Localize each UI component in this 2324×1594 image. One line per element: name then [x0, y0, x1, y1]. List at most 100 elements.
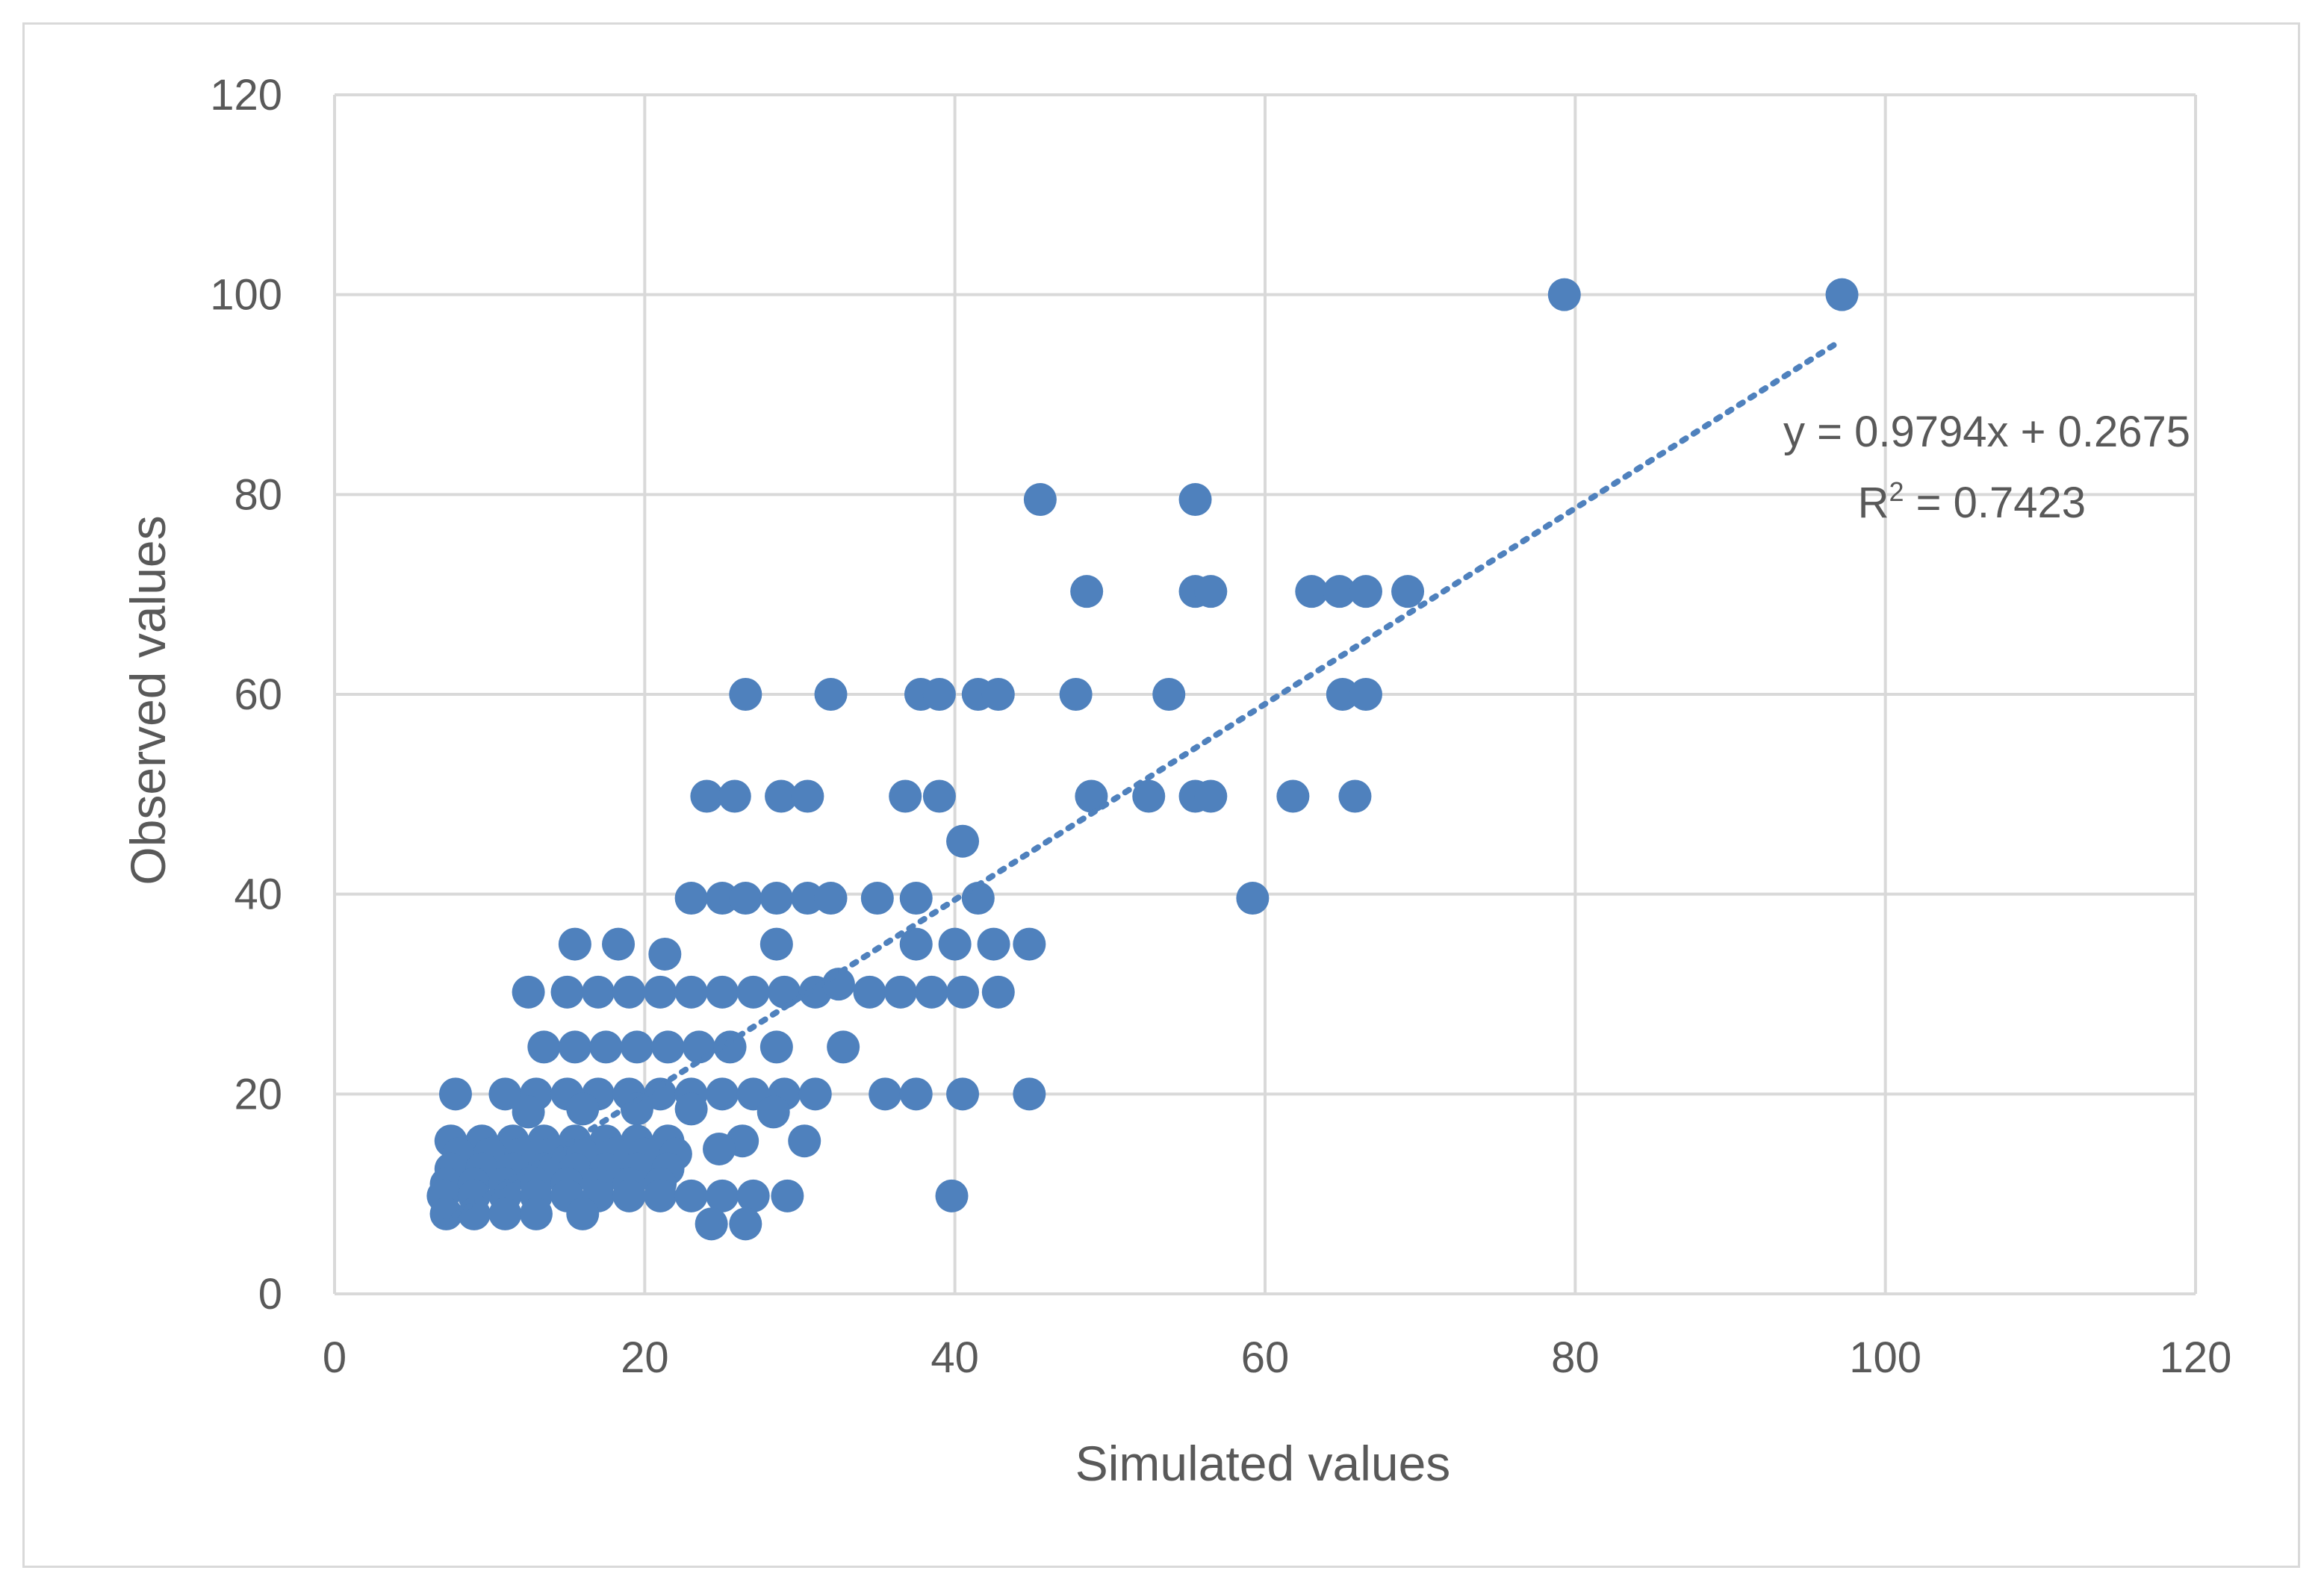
data-point: [1152, 678, 1186, 711]
data-point: [1194, 575, 1228, 608]
data-point: [798, 1077, 832, 1111]
data-point: [612, 1179, 646, 1212]
y-tick-label: 0: [258, 1270, 282, 1319]
x-tick-label: 20: [621, 1333, 669, 1382]
data-point: [899, 927, 933, 961]
data-point: [706, 975, 739, 1009]
data-point: [582, 975, 615, 1009]
data-point: [756, 1095, 790, 1129]
data-point: [674, 1179, 708, 1212]
data-point: [981, 975, 1015, 1009]
data-point: [612, 975, 646, 1009]
y-tick-label: 40: [234, 871, 282, 919]
data-point: [566, 1197, 600, 1230]
y-axis-title: Observed values: [120, 515, 175, 885]
y-tick-label: 120: [210, 71, 282, 119]
points-layer: [426, 278, 1859, 1241]
data-point: [706, 1077, 739, 1111]
data-point: [899, 882, 933, 915]
r-squared-superscript: 2: [1889, 476, 1904, 507]
data-point: [1825, 278, 1859, 311]
data-point: [981, 678, 1015, 711]
data-point: [853, 975, 886, 1009]
chart-frame: 0 20 40 60 80 100 120 0 20 40 60 80 100 120 Simulated…: [22, 22, 2300, 1568]
data-point: [674, 1092, 708, 1126]
data-point: [690, 779, 724, 813]
data-point: [729, 678, 762, 711]
data-point: [1547, 278, 1581, 311]
y-tick-label: 100: [210, 271, 282, 320]
y-tick-label: 60: [234, 670, 282, 719]
data-point: [683, 1030, 716, 1064]
data-point: [946, 975, 980, 1009]
data-point: [938, 927, 972, 961]
data-point: [827, 1030, 860, 1064]
data-point: [488, 1077, 522, 1111]
x-tick-label: 80: [1551, 1333, 1600, 1382]
y-tick-label: 20: [234, 1070, 282, 1118]
data-point: [977, 927, 1010, 961]
data-point: [889, 779, 922, 813]
data-point: [1070, 575, 1104, 608]
data-point: [736, 975, 770, 1009]
data-point: [791, 779, 824, 813]
data-point: [644, 1077, 677, 1111]
data-point: [814, 678, 848, 711]
data-point: [1178, 483, 1212, 517]
data-point: [759, 1030, 793, 1064]
x-tick-label: 100: [1849, 1333, 1921, 1382]
data-point: [1013, 927, 1046, 961]
data-point: [1323, 575, 1356, 608]
tick-label-layer: 0 20 40 60 80 100 120 0 20 40 60 80 100 120: [210, 71, 2231, 1382]
data-point: [438, 1077, 472, 1111]
data-point: [457, 1197, 491, 1230]
data-point: [946, 1077, 980, 1111]
data-point: [648, 937, 682, 971]
data-point: [791, 882, 824, 915]
data-point: [674, 975, 708, 1009]
data-point: [899, 1077, 933, 1111]
data-point: [869, 1077, 902, 1111]
x-tick-label: 120: [2160, 1333, 2232, 1382]
data-point: [589, 1030, 623, 1064]
data-point: [814, 882, 848, 915]
scatter-chart: 0 20 40 60 80 100 120 0 20 40 60 80 100 120 Simulated…: [120, 71, 2231, 1491]
data-point: [771, 1179, 804, 1212]
data-point: [922, 678, 956, 711]
data-point: [935, 1179, 969, 1212]
data-point: [1295, 575, 1329, 608]
data-point: [946, 824, 980, 858]
data-point: [788, 1124, 821, 1158]
data-point: [768, 975, 801, 1009]
r-squared-base: R: [1858, 479, 1889, 527]
data-point: [1013, 1077, 1046, 1111]
data-point: [1132, 779, 1166, 813]
data-point: [1059, 678, 1093, 711]
data-point: [558, 927, 591, 961]
data-point: [1075, 779, 1108, 813]
data-point: [1391, 575, 1425, 608]
data-point: [718, 779, 751, 813]
data-point: [602, 927, 636, 961]
data-point: [1236, 882, 1270, 915]
data-point: [729, 882, 762, 915]
data-point: [620, 1030, 653, 1064]
data-point: [1349, 575, 1382, 608]
data-point: [527, 1030, 561, 1064]
x-tick-label: 40: [930, 1333, 979, 1382]
data-point: [922, 779, 956, 813]
data-point: [706, 882, 739, 915]
data-point: [759, 882, 793, 915]
data-point: [644, 1179, 677, 1212]
data-point: [695, 1207, 728, 1241]
data-point: [1326, 678, 1359, 711]
data-point: [674, 882, 708, 915]
data-point: [736, 1179, 770, 1212]
data-point: [759, 927, 793, 961]
data-point: [915, 975, 948, 1009]
r-squared-label: R2 = 0.7423: [1858, 476, 2086, 527]
data-point: [1276, 779, 1310, 813]
data-point: [729, 1207, 762, 1241]
y-tick-label: 80: [234, 470, 282, 519]
data-point: [706, 1179, 739, 1212]
